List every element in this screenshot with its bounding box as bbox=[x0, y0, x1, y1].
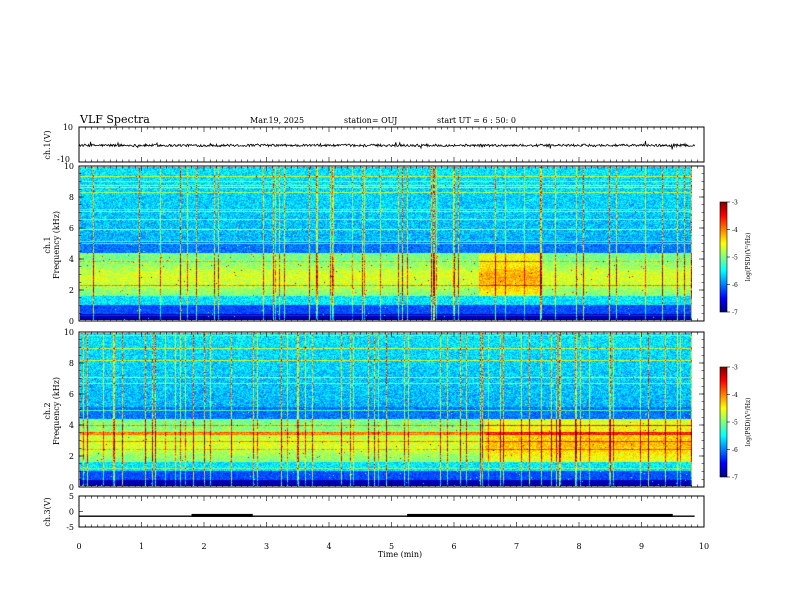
ch1-colorbar-tick-label: -5 bbox=[732, 255, 738, 262]
ch1-spectrogram-ytick-label: 8 bbox=[69, 193, 74, 202]
ch1-spectrogram-channel-label: ch.1 bbox=[43, 236, 52, 253]
time-xtick-label: 10 bbox=[699, 542, 709, 551]
ch1-spectrogram-image bbox=[80, 167, 692, 320]
ch2-colorbar-tick-label: -3 bbox=[732, 365, 738, 372]
ch3-high-segment bbox=[407, 513, 673, 517]
ch1-voltage-ylabel: ch.1(V) bbox=[43, 130, 52, 159]
ch1-spectrogram-ytick-label: 10 bbox=[64, 162, 74, 171]
ch1-colorbar-tick-label: -6 bbox=[732, 282, 738, 289]
ch1-colorbar-tick-label: -3 bbox=[732, 200, 738, 207]
ch2-spectrogram-ytick-label: 2 bbox=[69, 452, 74, 461]
ch3-ytick-label: -5 bbox=[66, 523, 74, 532]
ch1-voltage-panel: 10 -10 ch.1(V) bbox=[43, 123, 705, 164]
ch2-spectrogram-ytick-label: 8 bbox=[69, 359, 74, 368]
ch1-spectrogram-ytick-label: 0 bbox=[69, 317, 74, 326]
ch2-colorbar bbox=[719, 366, 728, 478]
ch2-spectrogram-ytick-label: 10 bbox=[64, 328, 74, 337]
ch2-spectrogram-ytick-label: 4 bbox=[69, 421, 74, 430]
ch3-voltage-ylabel: ch.3(V) bbox=[43, 497, 52, 526]
time-axis-label: Time (min) bbox=[378, 550, 422, 559]
station-label: station= OUJ bbox=[344, 116, 397, 125]
ch1-ytick-10: 10 bbox=[63, 123, 73, 132]
figure-title: VLF Spectra bbox=[79, 113, 150, 126]
ch1-spectrogram-ytick-label: 6 bbox=[69, 224, 74, 233]
time-xtick-label: 7 bbox=[514, 542, 519, 551]
time-xtick-label: 6 bbox=[451, 542, 456, 551]
ch1-colorbar-label: log(PSD)(V²/Hz) bbox=[745, 233, 752, 282]
time-xtick-label: 8 bbox=[576, 542, 581, 551]
ch1-colorbar-tick-label: -7 bbox=[732, 310, 738, 317]
ch2-colorbar-tick-label: -7 bbox=[732, 475, 738, 482]
ch2-spectrogram-image bbox=[80, 333, 692, 486]
ch2-frequency-ylabel: Frequency (kHz) bbox=[52, 377, 61, 445]
ch1-voltage-frame bbox=[78, 126, 705, 163]
ch1-colorbar-tick-label: -4 bbox=[732, 227, 738, 234]
ch1-spectrogram-ytick-label: 4 bbox=[69, 255, 74, 264]
ch1-spectrogram-ytick-label: 2 bbox=[69, 286, 74, 295]
time-xtick-label: 2 bbox=[201, 542, 206, 551]
ch2-colorbar-tick-label: -6 bbox=[732, 447, 738, 454]
ch3-ytick-label: 5 bbox=[69, 492, 74, 501]
ch2-colorbar-tick-label: -5 bbox=[732, 420, 738, 427]
ch2-spectrogram-ytick-label: 0 bbox=[69, 483, 74, 492]
ch2-colorbar-label: log(PSD)(V²/Hz) bbox=[745, 398, 752, 447]
ch3-high-segment bbox=[191, 513, 253, 517]
time-xtick-label: 9 bbox=[639, 542, 644, 551]
ch2-spectrogram-ytick-label: 6 bbox=[69, 390, 74, 399]
start-time-label: start UT = 6 : 50: 0 bbox=[437, 116, 516, 125]
time-xtick-label: 4 bbox=[326, 542, 331, 551]
time-xtick-label: 0 bbox=[76, 542, 81, 551]
ch3-ytick-label: 0 bbox=[69, 508, 74, 517]
ch3-voltage-panel: 5 0 -5 0 1 2 3 4 5 6 7 8 9 10 ch.3(V) Time (min) bbox=[43, 492, 709, 559]
ch1-frequency-ylabel: Frequency (kHz) bbox=[52, 211, 61, 279]
time-xtick-label: 1 bbox=[139, 542, 144, 551]
date-label: Mar.19, 2025 bbox=[250, 116, 304, 125]
ch1-colorbar bbox=[719, 201, 728, 313]
ch2-spectrogram-channel-label: ch.2 bbox=[43, 402, 52, 419]
ch2-colorbar-tick-label: -4 bbox=[732, 392, 738, 399]
time-xtick-label: 3 bbox=[264, 542, 269, 551]
time-xtick-label: 5 bbox=[389, 542, 394, 551]
ch1-voltage-trace bbox=[78, 140, 695, 150]
ch1-ytick-minus10: -10 bbox=[57, 155, 70, 164]
